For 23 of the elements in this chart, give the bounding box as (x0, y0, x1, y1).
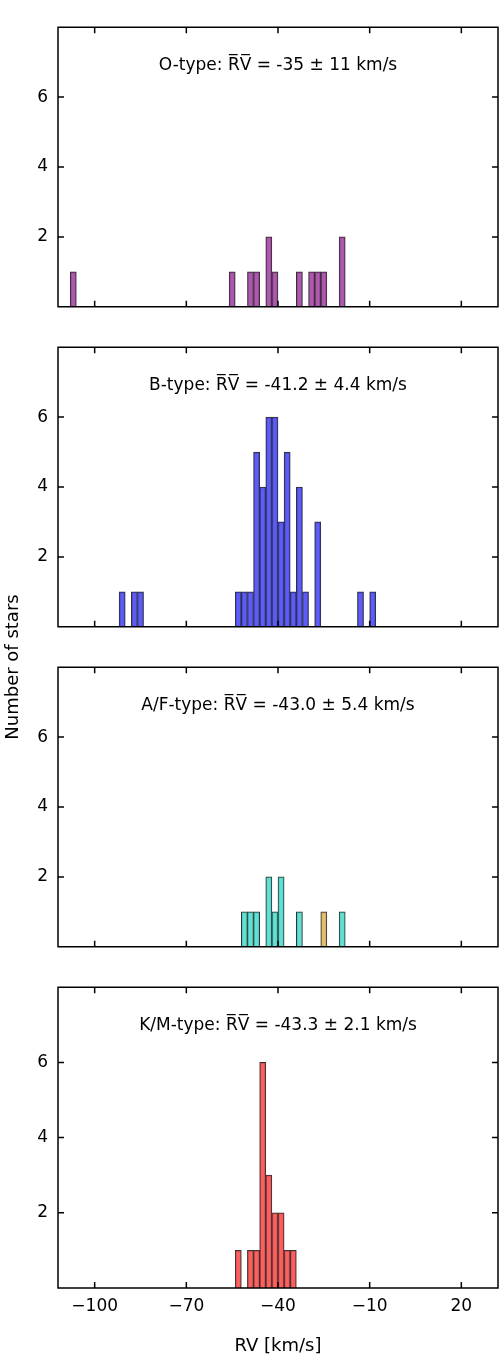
y-axis-title: Number of stars (0, 593, 23, 742)
x-axis-title: RV [km/s] (234, 1333, 322, 1355)
x-tick-label: −40 (260, 1294, 296, 1315)
text: A/F-type: R̅V̅ = -43.0 ± 5.4 km/s (141, 692, 415, 714)
y-tick-label: 2 (37, 865, 48, 886)
y-tick-label: 4 (37, 475, 48, 496)
y-tick-label: 6 (37, 725, 48, 746)
y-tick-label: 2 (37, 225, 48, 246)
y-tick-label: 6 (37, 405, 48, 426)
text: O-type: R̅V̅ = -35 ± 11 km/s (158, 52, 398, 74)
y-tick-label: 2 (37, 1201, 48, 1222)
text: K/M-type: R̅V̅ = -43.3 ± 2.1 km/s (139, 1012, 418, 1034)
x-tick-label: −70 (168, 1294, 205, 1315)
y-tick-label: 6 (37, 1050, 48, 1071)
y-tick-label: 4 (37, 795, 48, 816)
y-tick-label: 4 (37, 1126, 48, 1147)
y-tick-label: 2 (37, 545, 48, 566)
y-tick-label: 4 (37, 155, 48, 176)
x-tick-label: 20 (450, 1294, 473, 1315)
x-tick-label: −10 (351, 1294, 388, 1315)
text: B-type: R̅V̅ = -41.2 ± 4.4 km/s (149, 372, 408, 394)
y-tick-label: 6 (37, 85, 48, 106)
x-tick-label: −100 (71, 1294, 119, 1315)
